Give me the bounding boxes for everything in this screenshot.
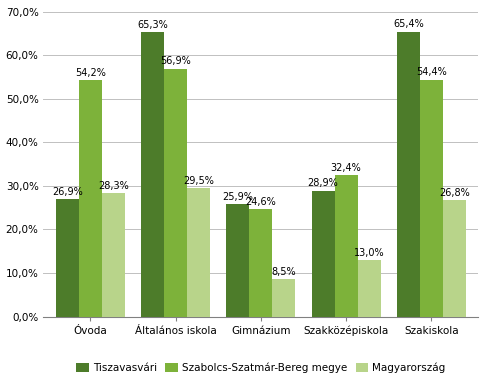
Bar bbox=[249, 209, 272, 317]
Text: 13,0%: 13,0% bbox=[354, 248, 384, 258]
Text: 56,9%: 56,9% bbox=[160, 56, 191, 66]
Bar bbox=[335, 175, 357, 317]
Bar bbox=[443, 200, 466, 317]
Bar bbox=[420, 80, 443, 317]
Bar bbox=[56, 199, 79, 317]
Legend: Tiszavasvári, Szabolcs-Szatmár-Bereg megye, Magyarország: Tiszavasvári, Szabolcs-Szatmár-Bereg meg… bbox=[72, 358, 450, 377]
Text: 28,9%: 28,9% bbox=[308, 178, 339, 188]
Bar bbox=[141, 32, 164, 317]
Text: 32,4%: 32,4% bbox=[331, 163, 361, 173]
Text: 25,9%: 25,9% bbox=[222, 191, 253, 201]
Text: 29,5%: 29,5% bbox=[183, 176, 214, 186]
Bar bbox=[187, 188, 210, 317]
Text: 28,3%: 28,3% bbox=[98, 181, 129, 191]
Text: 54,4%: 54,4% bbox=[416, 68, 447, 77]
Bar bbox=[227, 204, 249, 317]
Text: 65,3%: 65,3% bbox=[137, 20, 168, 30]
Text: 65,4%: 65,4% bbox=[393, 19, 424, 29]
Bar bbox=[164, 69, 187, 317]
Text: 24,6%: 24,6% bbox=[245, 197, 276, 207]
Text: 8,5%: 8,5% bbox=[271, 267, 296, 277]
Bar bbox=[102, 193, 125, 317]
Bar bbox=[357, 260, 381, 317]
Bar bbox=[79, 80, 102, 317]
Text: 26,8%: 26,8% bbox=[439, 188, 469, 198]
Text: 54,2%: 54,2% bbox=[75, 68, 106, 78]
Bar bbox=[397, 32, 420, 317]
Bar bbox=[272, 279, 295, 317]
Bar bbox=[312, 191, 335, 317]
Text: 26,9%: 26,9% bbox=[52, 187, 83, 197]
